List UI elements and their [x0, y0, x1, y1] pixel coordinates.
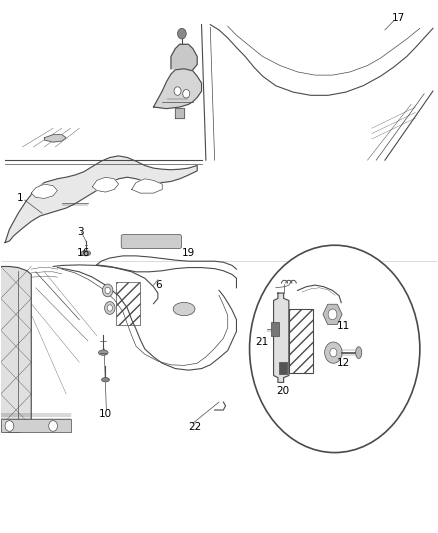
Circle shape [49, 421, 57, 431]
Bar [272, 322, 279, 336]
Ellipse shape [356, 347, 362, 359]
Polygon shape [44, 135, 66, 142]
Circle shape [105, 302, 115, 314]
Text: 22: 22 [188, 422, 201, 432]
Circle shape [250, 245, 420, 453]
Circle shape [105, 287, 110, 294]
Text: 11: 11 [337, 321, 350, 331]
Text: 12: 12 [337, 358, 350, 368]
Bar [279, 362, 287, 374]
Circle shape [5, 421, 14, 431]
Circle shape [328, 309, 337, 320]
Circle shape [107, 305, 113, 311]
Circle shape [183, 90, 190, 98]
Text: 20: 20 [276, 386, 289, 397]
Polygon shape [171, 44, 197, 70]
Text: 19: 19 [182, 248, 195, 257]
Polygon shape [274, 293, 289, 382]
Circle shape [174, 87, 181, 95]
FancyBboxPatch shape [121, 235, 181, 248]
Text: 17: 17 [392, 13, 405, 23]
Circle shape [325, 342, 342, 364]
Circle shape [177, 28, 186, 39]
Text: 1: 1 [17, 193, 24, 204]
Text: 3: 3 [77, 228, 84, 238]
Text: 16: 16 [77, 248, 90, 257]
Polygon shape [1, 266, 31, 432]
Ellipse shape [99, 350, 108, 356]
Polygon shape [5, 156, 197, 243]
Polygon shape [92, 177, 119, 192]
Ellipse shape [102, 377, 110, 382]
Polygon shape [132, 179, 162, 193]
Ellipse shape [173, 302, 195, 316]
Polygon shape [153, 69, 201, 109]
Polygon shape [175, 108, 184, 118]
Polygon shape [31, 184, 57, 198]
Text: 6: 6 [155, 280, 162, 290]
Circle shape [102, 284, 113, 297]
Circle shape [330, 349, 337, 357]
Text: 10: 10 [99, 409, 112, 419]
Bar [289, 309, 313, 373]
Ellipse shape [81, 251, 91, 256]
Bar [1, 419, 71, 432]
Text: 21: 21 [255, 337, 268, 347]
Bar [117, 282, 141, 325]
